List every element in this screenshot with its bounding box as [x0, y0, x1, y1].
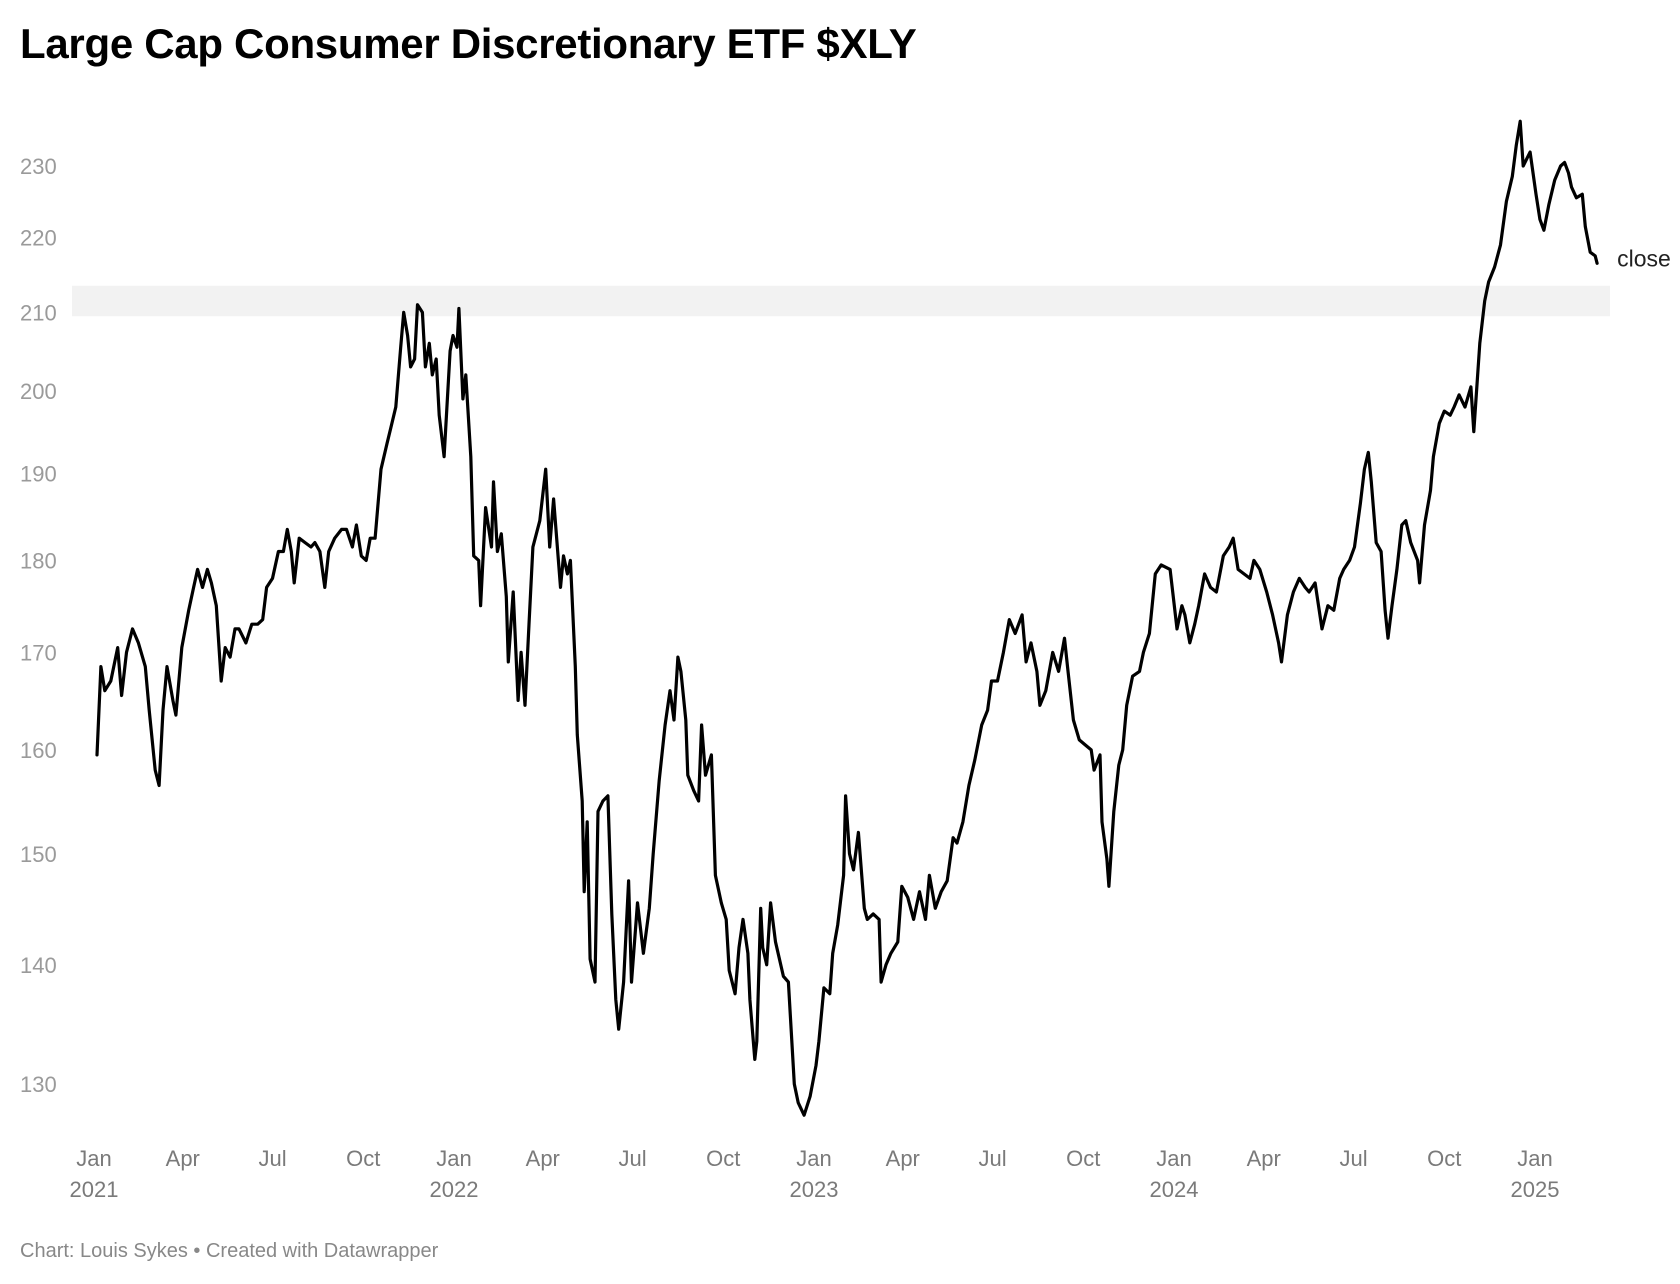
range-band: [72, 285, 1610, 317]
y-axis-ticks: 130 140 150 160 170 180 190 200 210 220 230: [20, 154, 57, 1097]
x-tick-year: 2023: [790, 1177, 839, 1202]
x-tick-label: Apr: [526, 1146, 560, 1171]
y-tick-label: 210: [20, 300, 57, 325]
y-tick-label: 140: [20, 953, 57, 978]
y-tick-label: 230: [20, 154, 57, 179]
y-tick-label: 170: [20, 640, 57, 665]
x-tick-label: Jan: [1517, 1146, 1552, 1171]
x-tick-label: Jul: [978, 1146, 1006, 1171]
x-axis-ticks: Jan 2021 Apr Jul Oct Jan 2022 Apr Jul Oct Jan 2023 A…: [70, 1146, 1560, 1202]
y-tick-label: 180: [20, 548, 57, 573]
x-tick-year: 2024: [1150, 1177, 1199, 1202]
x-tick-label: Oct: [706, 1146, 740, 1171]
y-tick-label: 200: [20, 379, 57, 404]
x-tick-label: Jul: [258, 1146, 286, 1171]
y-tick-label: 150: [20, 842, 57, 867]
x-tick-label: Oct: [346, 1146, 380, 1171]
annotation-layer: close: [1617, 245, 1671, 271]
y-tick-label: 220: [20, 226, 57, 251]
x-tick-label: Jan: [796, 1146, 831, 1171]
x-tick-label: Apr: [166, 1146, 200, 1171]
x-tick-label: Apr: [886, 1146, 920, 1171]
x-tick-year: 2022: [430, 1177, 479, 1202]
range-band-layer: [72, 285, 1610, 317]
x-tick-label: Jan: [76, 1146, 111, 1171]
y-tick-label: 190: [20, 461, 57, 486]
chart-title: Large Cap Consumer Discretionary ETF $XL…: [20, 20, 917, 67]
y-tick-label: 130: [20, 1072, 57, 1097]
x-tick-label: Jul: [618, 1146, 646, 1171]
x-tick-label: Apr: [1247, 1146, 1281, 1171]
x-tick-label: Oct: [1427, 1146, 1461, 1171]
x-tick-label: Jan: [436, 1146, 471, 1171]
x-tick-year: 2025: [1511, 1177, 1560, 1202]
series-layer: [95, 119, 1599, 1117]
chart-footer: Chart: Louis Sykes • Created with Datawr…: [20, 1240, 439, 1262]
x-tick-label: Jul: [1339, 1146, 1367, 1171]
series-line-close: [95, 119, 1599, 1117]
x-tick-year: 2021: [70, 1177, 119, 1202]
x-tick-label: Oct: [1066, 1146, 1100, 1171]
series-label-close: close: [1617, 245, 1671, 271]
y-tick-label: 160: [20, 738, 57, 763]
x-tick-label: Jan: [1156, 1146, 1191, 1171]
